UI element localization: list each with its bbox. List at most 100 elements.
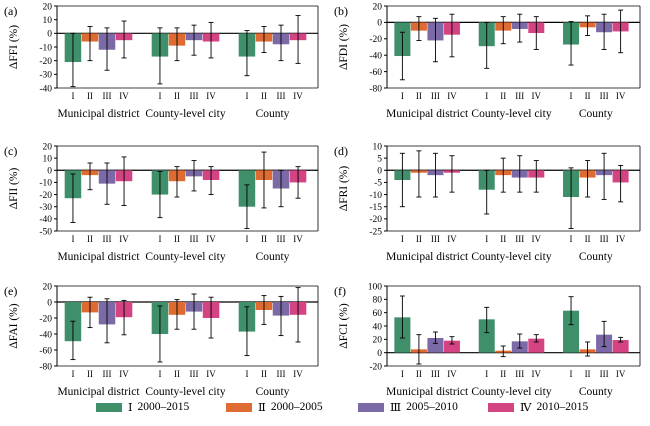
bar-numeral-label: III <box>277 91 286 101</box>
legend-swatch-2 <box>226 402 252 412</box>
bar-numeral-label: IV <box>119 91 129 101</box>
y-tick-label: -40 <box>369 52 382 62</box>
y-tick-label: -50 <box>39 227 52 237</box>
bar-numeral-label: II <box>500 91 506 101</box>
y-tick-label: 20 <box>373 2 383 12</box>
y-tick-label: 0 <box>47 298 52 308</box>
bar <box>528 338 545 353</box>
legend-swatch-3 <box>358 402 384 412</box>
y-axis-label: ΔFII (%) <box>8 168 20 210</box>
y-tick-label: 80 <box>373 296 383 306</box>
bar-numeral-label: II <box>261 369 267 379</box>
bar-numeral-label: I <box>245 91 248 101</box>
category-label: County <box>256 386 290 398</box>
y-tick-label: 5 <box>377 154 382 164</box>
y-tick-label: -20 <box>39 191 52 201</box>
y-tick-label: -25 <box>369 227 382 237</box>
y-tick-label: -20 <box>39 314 52 324</box>
bar-numeral-label: I <box>570 234 573 244</box>
legend-period-1: 2000–2015 <box>137 401 190 413</box>
y-tick-label: 0 <box>47 167 52 177</box>
bar-numeral-label: III <box>515 91 524 101</box>
y-tick-label: -80 <box>39 362 52 372</box>
bar-numeral-label: IV <box>206 234 216 244</box>
bar-numeral-label: II <box>585 91 591 101</box>
bar <box>443 340 460 353</box>
y-tick-label: -20 <box>39 57 52 67</box>
bar-numeral-label: III <box>515 234 524 244</box>
category-label: County <box>579 108 613 120</box>
legend-item-4: Ⅳ 2010–2015 <box>488 396 588 418</box>
bar-numeral-label: I <box>485 91 488 101</box>
bar-numeral-label: I <box>485 234 488 244</box>
bar-numeral-label: I <box>485 369 488 379</box>
category-label: Municipal district <box>386 386 469 398</box>
y-tick-label: -80 <box>369 84 382 94</box>
y-tick-label: -15 <box>369 203 382 213</box>
category-label: County <box>579 251 613 263</box>
y-tick-label: -40 <box>39 330 52 340</box>
bar-numeral-label: III <box>431 234 440 244</box>
y-tick-label: 10 <box>373 142 383 152</box>
panel-label: (b) <box>334 4 348 18</box>
y-tick-label: 20 <box>43 282 53 292</box>
bar-numeral-label: II <box>174 234 180 244</box>
bar-numeral-label: II <box>585 234 591 244</box>
bar-numeral-label: III <box>277 369 286 379</box>
bar-numeral-label: II <box>87 91 93 101</box>
bar-numeral-label: I <box>71 369 74 379</box>
bar-numeral-label: III <box>600 369 609 379</box>
bar-numeral-label: III <box>103 369 112 379</box>
legend-period-2: 2000–2005 <box>270 401 323 413</box>
bar-numeral-label: II <box>261 234 267 244</box>
legend-item-1: Ⅰ 2000–2015 <box>96 396 189 418</box>
bar-numeral-label: IV <box>206 91 216 101</box>
bar-numeral-label: II <box>416 234 422 244</box>
bar-numeral-label: II <box>500 234 506 244</box>
bar-numeral-label: I <box>401 234 404 244</box>
bar-numeral-label: II <box>416 369 422 379</box>
bar-numeral-label: III <box>515 369 524 379</box>
category-label: Municipal district <box>386 251 469 263</box>
legend-roman-2: Ⅱ <box>258 402 266 414</box>
bar-numeral-label: I <box>158 91 161 101</box>
panel-label: (e) <box>4 284 17 298</box>
bar-numeral-label: I <box>158 234 161 244</box>
legend-roman-3: Ⅲ <box>390 402 402 414</box>
bar-numeral-label: I <box>71 234 74 244</box>
category-label: County-level city <box>145 251 225 263</box>
category-label: County-level city <box>145 108 225 120</box>
bar-numeral-label: IV <box>206 369 216 379</box>
panel-label: (d) <box>334 144 348 158</box>
legend-roman-1: Ⅰ <box>128 402 133 414</box>
category-label: County <box>256 108 290 120</box>
bar-numeral-label: III <box>600 91 609 101</box>
y-tick-label: -10 <box>39 179 52 189</box>
legend-swatch-4 <box>488 402 514 412</box>
y-tick-label: -60 <box>369 68 382 78</box>
category-label: County <box>579 386 613 398</box>
bar-numeral-label: I <box>570 91 573 101</box>
y-axis-label: ΔFFI (%) <box>8 25 20 69</box>
y-axis-label: ΔFRI (%) <box>338 166 350 212</box>
category-label: County-level city <box>471 108 551 120</box>
bar-numeral-label: II <box>500 369 506 379</box>
y-tick-label: -30 <box>39 203 52 213</box>
category-label: County <box>256 251 290 263</box>
y-tick-label: -20 <box>369 35 382 45</box>
y-tick-label: -20 <box>369 215 382 225</box>
category-label: Municipal district <box>57 386 140 398</box>
y-tick-label: -10 <box>369 191 382 201</box>
y-tick-label: 60 <box>373 309 383 319</box>
bar-numeral-label: II <box>87 234 93 244</box>
bar-numeral-label: I <box>245 234 248 244</box>
category-label: County-level city <box>145 386 225 398</box>
y-tick-label: -40 <box>39 84 52 94</box>
bar-numeral-label: IV <box>447 234 457 244</box>
